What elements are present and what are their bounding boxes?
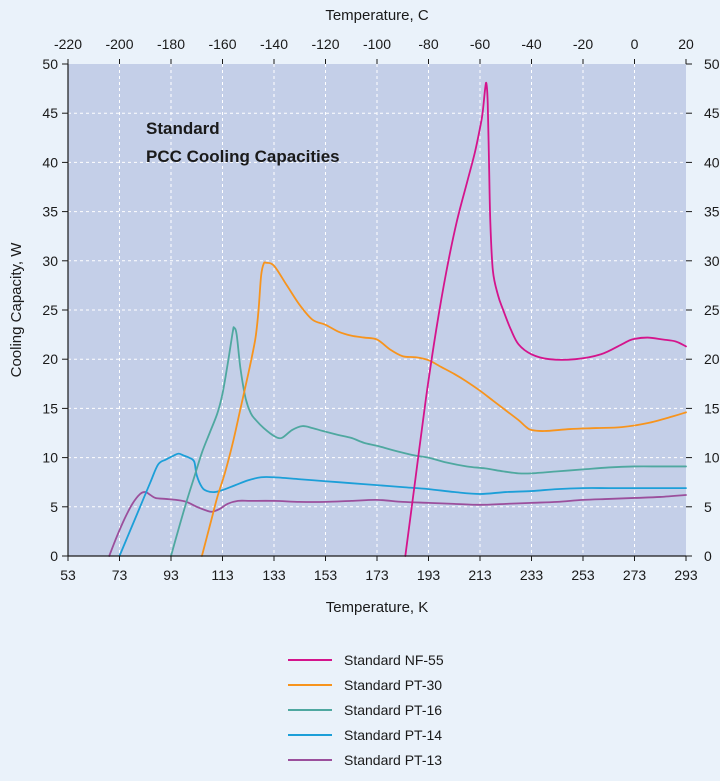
x-tick-label: 213	[468, 567, 492, 583]
x-tick-label: 73	[112, 567, 128, 583]
x2-tick-label: -100	[363, 36, 391, 52]
tick-labels: 53 73 93 113 133 153 173 193 213 233 253 273 293 -220…	[42, 36, 719, 583]
y-tick-label-left: 25	[42, 302, 58, 318]
x-tick-label: 273	[623, 567, 647, 583]
x-tick-label: 133	[262, 567, 286, 583]
x2-tick-label: -160	[208, 36, 236, 52]
x-tick-label: 153	[314, 567, 338, 583]
tick-marks	[62, 59, 692, 561]
y-tick-label-right: 15	[704, 400, 720, 416]
series-line-standard-nf-55	[404, 81, 687, 557]
x-tick-label: 253	[571, 567, 595, 583]
y-tick-label-right: 45	[704, 105, 720, 121]
series-line-standard-pt-13	[108, 491, 687, 557]
legend-label-standard-pt-14: Standard PT-14	[344, 727, 442, 743]
x2-tick-label: 0	[631, 36, 639, 52]
y-tick-label-right: 0	[704, 548, 712, 564]
y-tick-label-left: 10	[42, 450, 58, 466]
series-line-standard-pt-16	[170, 326, 687, 557]
top-axis-title: Temperature, C	[325, 7, 429, 24]
annotation-line-1: Standard	[146, 119, 220, 138]
y-tick-label-left: 35	[42, 204, 58, 220]
x2-tick-label: -200	[105, 36, 133, 52]
series-line-standard-pt-30	[201, 261, 687, 557]
y-tick-label-right: 50	[704, 56, 720, 72]
x2-tick-label: -220	[54, 36, 82, 52]
x-tick-label: 173	[365, 567, 389, 583]
y-tick-label-right: 35	[704, 204, 720, 220]
x2-tick-label: -120	[311, 36, 339, 52]
bottom-axis-title: Temperature, K	[326, 599, 429, 616]
y-tick-label-right: 40	[704, 154, 720, 170]
y-tick-label-left: 50	[42, 56, 58, 72]
y-tick-label-left: 15	[42, 400, 58, 416]
legend-label-standard-pt-16: Standard PT-16	[344, 702, 442, 718]
x2-tick-label: -60	[470, 36, 490, 52]
x-tick-label: 53	[60, 567, 76, 583]
y-tick-label-right: 10	[704, 450, 720, 466]
series-line-standard-pt-14	[118, 452, 687, 557]
x-tick-label: 293	[674, 567, 698, 583]
legend-label-standard-nf-55: Standard NF-55	[344, 652, 444, 668]
x2-tick-label: -140	[260, 36, 288, 52]
x2-tick-label: -80	[418, 36, 438, 52]
legend-label-standard-pt-13: Standard PT-13	[344, 752, 442, 768]
annotation-line-2: PCC Cooling Capacities	[146, 147, 340, 166]
x2-tick-label: -180	[157, 36, 185, 52]
y-tick-label-left: 0	[50, 548, 58, 564]
x2-tick-label: 20	[678, 36, 694, 52]
y-tick-label-left: 40	[42, 154, 58, 170]
x-tick-label: 233	[520, 567, 544, 583]
legend-label-standard-pt-30: Standard PT-30	[344, 677, 442, 693]
x-tick-label: 113	[211, 567, 234, 583]
y-axis-title: Cooling Capacity, W	[8, 242, 25, 378]
y-tick-label-right: 5	[704, 499, 712, 515]
legend: Standard NF-55 Standard PT-30 Standard PT-…	[288, 652, 444, 768]
x-tick-label: 193	[417, 567, 441, 583]
x2-tick-label: -20	[573, 36, 593, 52]
y-tick-label-left: 5	[50, 499, 58, 515]
y-tick-label-left: 20	[42, 351, 58, 367]
y-tick-label-left: 45	[42, 105, 58, 121]
y-tick-label-left: 30	[42, 253, 58, 269]
x-tick-label: 93	[163, 567, 179, 583]
series-lines	[108, 81, 687, 557]
y-tick-label-right: 20	[704, 351, 720, 367]
x2-tick-label: -40	[521, 36, 541, 52]
y-tick-label-right: 25	[704, 302, 720, 318]
y-tick-label-right: 30	[704, 253, 720, 269]
